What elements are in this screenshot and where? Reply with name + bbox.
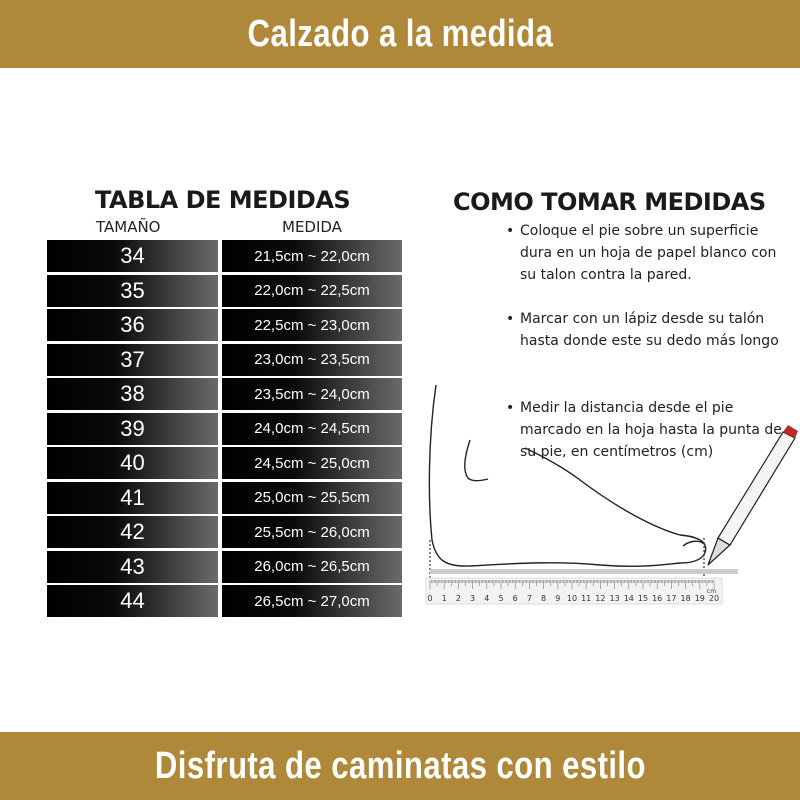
ruler-label: 11	[581, 594, 591, 603]
size-cell: 43	[47, 550, 218, 583]
size-table: 34 21,5cm ~ 22,0cm 35 22,0cm ~ 22,5cm 36 22,5…	[47, 240, 402, 620]
ruler-label: 17	[666, 594, 676, 603]
ruler-label: 14	[624, 594, 634, 603]
pencil-icon	[707, 425, 798, 566]
measure-cell: 26,0cm ~ 26,5cm	[222, 550, 402, 583]
size-cell: 44	[47, 585, 218, 617]
floor-line	[430, 569, 738, 574]
ruler-label: 10	[567, 594, 577, 603]
table-row: 41 25,0cm ~ 25,5cm	[47, 481, 402, 514]
ruler-label: 3	[470, 594, 475, 603]
table-row: 43 26,0cm ~ 26,5cm	[47, 550, 402, 583]
table-row: 40 24,5cm ~ 25,0cm	[47, 447, 402, 479]
ruler-label: 9	[555, 594, 560, 603]
size-cell: 38	[47, 378, 218, 410]
measure-cell: 21,5cm ~ 22,0cm	[222, 240, 402, 272]
size-cell: 36	[47, 309, 218, 341]
header-title: Calzado a la medida	[247, 12, 553, 55]
table-row: 42 25,5cm ~ 26,0cm	[47, 516, 402, 548]
ruler-label: 4	[484, 594, 489, 603]
table-row: 34 21,5cm ~ 22,0cm	[47, 240, 402, 272]
measure-cell: 22,5cm ~ 23,0cm	[222, 309, 402, 341]
ruler-label: 19	[695, 594, 705, 603]
measure-cell: 24,0cm ~ 24,5cm	[222, 412, 402, 445]
ruler-label: 6	[513, 594, 518, 603]
step-1: • Coloque el pie sobre un superficie dura…	[506, 220, 790, 286]
measure-cell: 22,0cm ~ 22,5cm	[222, 274, 402, 307]
size-cell: 37	[47, 343, 218, 376]
howto-title: COMO TOMAR MEDIDAS	[453, 188, 766, 216]
col-header-measure: MEDIDA	[282, 218, 342, 236]
step-text: Marcar con un lápiz desde su talón hasta…	[520, 311, 779, 349]
measure-cell: 25,0cm ~ 25,5cm	[222, 481, 402, 514]
ruler-ticks	[429, 580, 715, 589]
foot-outline-icon	[428, 384, 707, 567]
table-row: 38 23,5cm ~ 24,0cm	[47, 378, 402, 410]
measure-cell: 24,5cm ~ 25,0cm	[222, 447, 402, 479]
step-2: • Marcar con un lápiz desde su talón hast…	[506, 308, 790, 352]
ruler-label: 16	[652, 594, 662, 603]
footer-title: Disfruta de caminatas con estilo	[154, 744, 646, 787]
table-row: 36 22,5cm ~ 23,0cm	[47, 309, 402, 341]
ruler-label: 18	[681, 594, 691, 603]
size-cell: 35	[47, 274, 218, 307]
table-row: 44 26,5cm ~ 27,0cm	[47, 585, 402, 617]
ruler-label: 20	[709, 594, 719, 603]
measure-cell: 23,5cm ~ 24,0cm	[222, 378, 402, 410]
step-3: • Medir la distancia desde el pie marcado…	[506, 397, 790, 463]
table-row: 35 22,0cm ~ 22,5cm	[47, 274, 402, 307]
table-row: 39 24,0cm ~ 24,5cm	[47, 412, 402, 445]
ruler-unit: cm	[707, 588, 716, 595]
ruler-label: 2	[456, 594, 461, 603]
bullet: •	[506, 311, 515, 327]
col-header-size: TAMAÑO	[96, 218, 161, 236]
size-cell: 42	[47, 516, 218, 548]
ruler-label: 0	[427, 594, 432, 603]
footer-banner: Disfruta de caminatas con estilo	[0, 732, 800, 800]
size-cell: 34	[47, 240, 218, 272]
step-text: Medir la distancia desde el pie marcado …	[520, 400, 782, 460]
ruler-label: 12	[595, 594, 605, 603]
bullet: •	[506, 400, 515, 416]
size-cell: 39	[47, 412, 218, 445]
size-cell: 41	[47, 481, 218, 514]
header-banner: Calzado a la medida	[0, 0, 800, 68]
measure-cell: 23,0cm ~ 23,5cm	[222, 343, 402, 376]
size-cell: 40	[47, 447, 218, 479]
bullet: •	[506, 223, 515, 239]
ruler-label: 15	[638, 594, 648, 603]
measure-cell: 25,5cm ~ 26,0cm	[222, 516, 402, 548]
ruler-label: 8	[541, 594, 546, 603]
ruler-label: 1	[442, 594, 447, 603]
step-text: Coloque el pie sobre un superficie dura …	[520, 223, 777, 283]
measure-cell: 26,5cm ~ 27,0cm	[222, 585, 402, 617]
ruler-label: 13	[610, 594, 620, 603]
table-row: 37 23,0cm ~ 23,5cm	[47, 343, 402, 376]
ruler-label: 7	[527, 594, 532, 603]
table-title: TABLA DE MEDIDAS	[95, 186, 351, 214]
ruler-label: 5	[498, 594, 503, 603]
